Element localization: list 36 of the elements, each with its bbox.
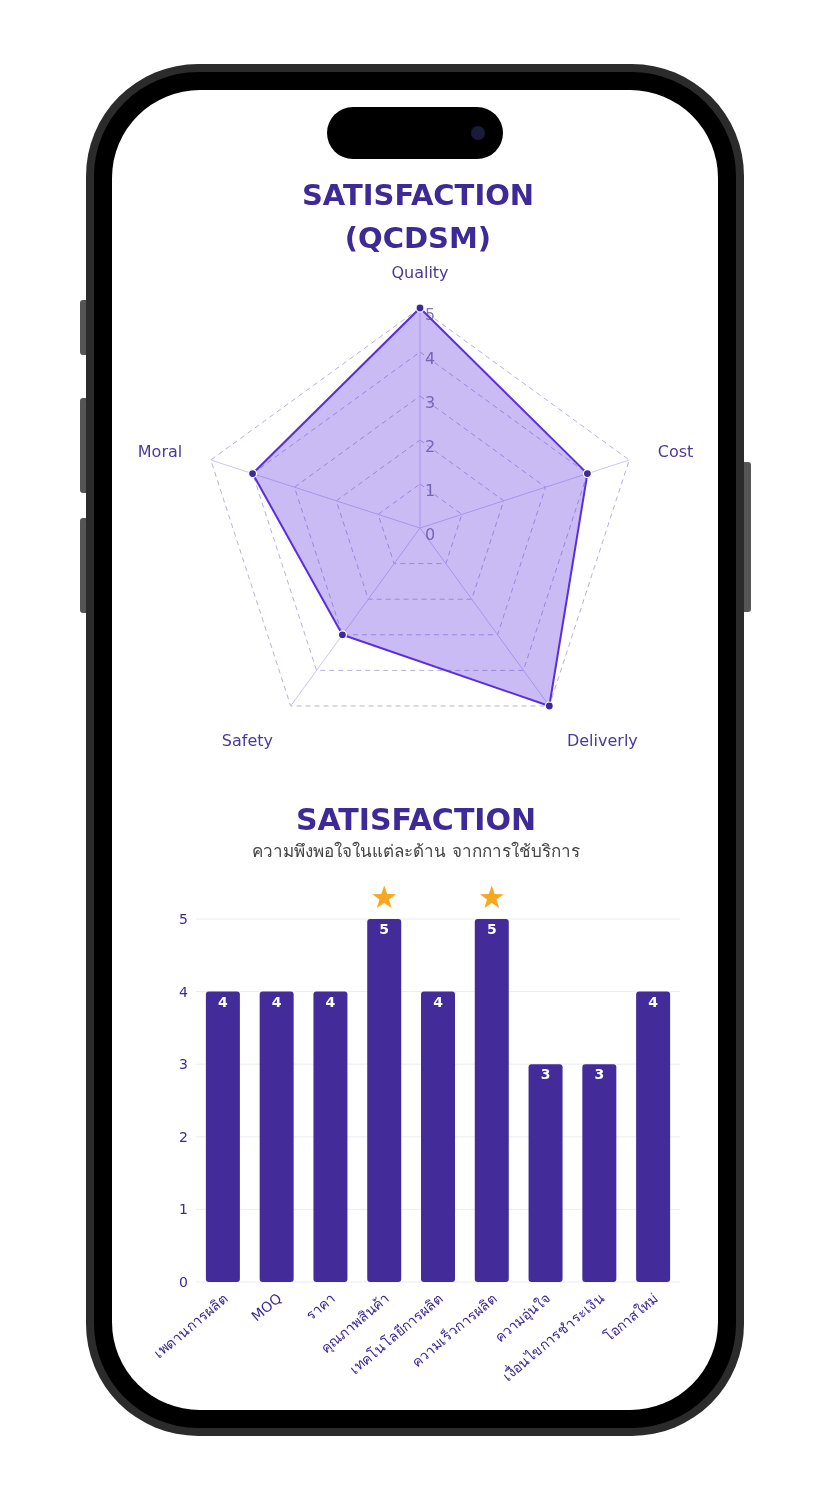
y-tick-label: 1 — [179, 1201, 188, 1218]
y-tick-label: 5 — [179, 911, 188, 927]
spoke-label: Deliverly — [566, 731, 638, 751]
spoke-label: Quality — [391, 263, 449, 282]
y-tick-label: 0 — [179, 1274, 188, 1290]
bar — [367, 919, 402, 1282]
bar — [313, 991, 348, 1282]
bar — [582, 1064, 617, 1282]
y-tick-label: 3 — [425, 393, 436, 412]
y-tick-label: 2 — [179, 1128, 188, 1145]
bar — [421, 991, 455, 1282]
data-label: 5 — [486, 921, 497, 937]
data-label: 3 — [594, 1066, 605, 1083]
y-tick-label: 4 — [179, 983, 189, 1000]
bar — [205, 991, 240, 1282]
y-tick-label: 2 — [425, 437, 436, 456]
y-tick-label: 4 — [425, 349, 436, 368]
bar — [474, 919, 509, 1282]
data-label: 4 — [218, 993, 229, 1010]
y-tick-label: 3 — [179, 1056, 188, 1073]
chart-subtitle: ความพึงพอใจในแต่ละด้าน จากการใช้บริการ — [252, 841, 580, 861]
data-label: 3 — [540, 1066, 551, 1083]
y-tick-label: 0 — [425, 525, 436, 544]
y-tick-label: 1 — [425, 481, 436, 500]
spoke-label: Safety — [221, 731, 274, 751]
data-label: 4 — [325, 993, 336, 1010]
data-label: 5 — [379, 921, 390, 937]
bar — [528, 1064, 563, 1282]
bar — [259, 991, 294, 1282]
chart-title: SATISFACTION — [295, 802, 537, 837]
spoke-label: Cost — [657, 441, 694, 461]
data-label: 4 — [271, 993, 282, 1010]
data-label: 4 — [648, 993, 659, 1010]
bar — [636, 991, 671, 1282]
chart-title: SATISFACTION (QCDSM) — [301, 178, 535, 255]
spoke-label: Moral — [137, 441, 183, 461]
